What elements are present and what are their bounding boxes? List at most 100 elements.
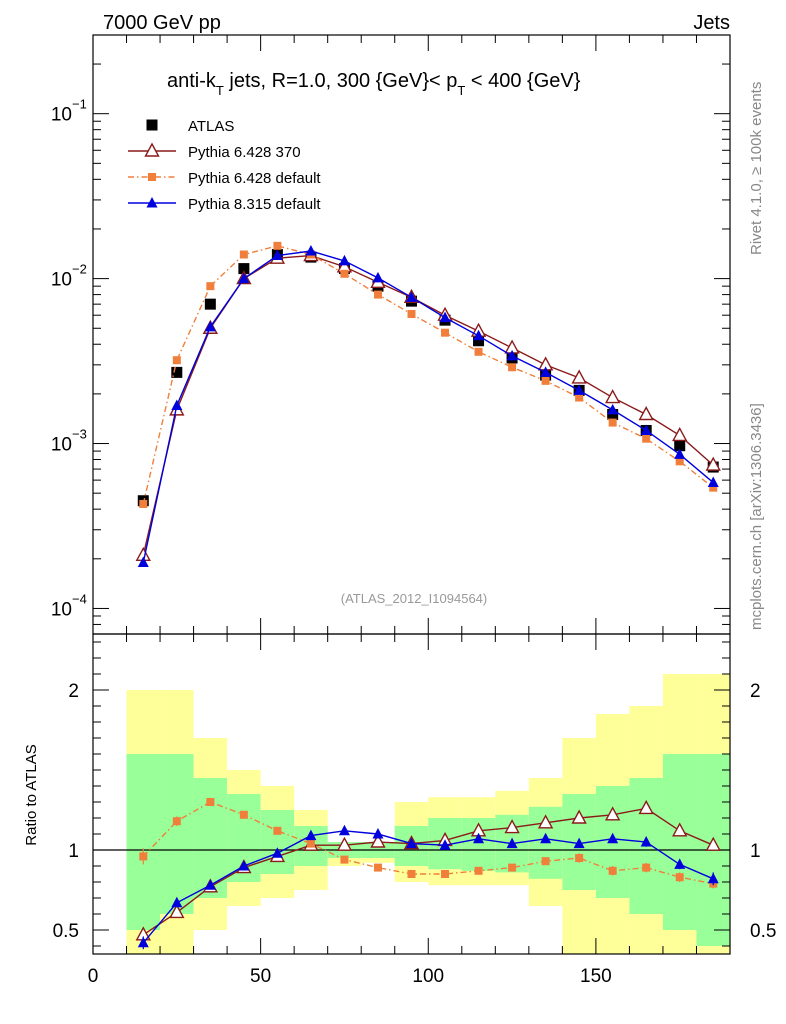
ratio-data-point (575, 854, 584, 862)
main-data-point (638, 406, 654, 421)
ratio-data-point (406, 837, 417, 849)
ratio-data-point (571, 809, 587, 824)
ratio-ytick-label-right: 2 (750, 681, 761, 702)
ratio-panel: 0.5 0.5 1 1 2 2 0 50 100 150 Ratio to ATLAS (23, 633, 776, 987)
main-data-point (640, 424, 652, 435)
ratio-data-point (441, 870, 450, 878)
main-data-point (608, 418, 617, 427)
main-data-point (607, 403, 619, 415)
main-data-point (204, 298, 216, 310)
ratio-band-inner (126, 754, 161, 930)
ratio-ytick-label-left: 1 (68, 841, 79, 862)
main-data-point (372, 271, 384, 283)
legend-label: ATLAS (188, 118, 234, 135)
ratio-data-point (139, 852, 148, 861)
main-data-point (705, 456, 721, 471)
main-data-point (540, 366, 552, 377)
ratio-data-point (407, 870, 416, 878)
legend: ATLAS Pythia 6.428 370 Pythia 6.428 defaul… (128, 118, 321, 213)
ratio-data-point (271, 847, 283, 858)
main-ytick-exponent: −2 (72, 262, 87, 277)
ratio-data-point (340, 855, 349, 864)
ratio-series-pythia-6-428-370 (135, 799, 721, 941)
main-data-point (239, 250, 248, 259)
main-data-point (707, 476, 719, 488)
main-data-point (675, 457, 684, 466)
main-ytick-exponent: −4 (72, 591, 87, 606)
ratio-series-pythia-8-315-default (137, 824, 719, 950)
ratio-data-point (171, 896, 183, 908)
main-title-part-c: < 400 {GeV} (465, 70, 580, 92)
main-series (135, 241, 721, 567)
ratio-data-point (439, 839, 451, 850)
main-data-point (171, 366, 183, 378)
main-data-point (508, 363, 517, 372)
main-data-point (506, 349, 518, 361)
main-ytick-label: 10 (51, 105, 72, 126)
main-data-point (604, 389, 621, 404)
main-panel: 10−110−210−310−4 (ATLAS_2012_I1094564) a… (51, 34, 731, 635)
main-title-sub-b: T (457, 83, 465, 98)
ratio-data-point (370, 833, 386, 848)
header-left: 7000 GeV pp (103, 12, 221, 34)
ratio-data-point (305, 829, 317, 841)
header-right: Jets (693, 12, 730, 34)
ratio-data-point (707, 872, 719, 884)
main-data-point (473, 335, 485, 347)
ratio-data-point (638, 799, 654, 815)
main-data-point (541, 376, 550, 385)
main-data-point (139, 499, 148, 508)
main-data-point (238, 272, 250, 284)
main-data-point (642, 434, 651, 443)
main-data-point (573, 384, 585, 395)
ratio-data-point (372, 828, 384, 839)
main-data-point (709, 483, 718, 492)
ratio-data-point (474, 866, 483, 875)
main-data-point (439, 311, 451, 323)
main-data-point (373, 290, 382, 299)
ratio-data-point (705, 836, 721, 851)
ratio-data-point (573, 837, 585, 849)
ratio-xtick-label: 150 (580, 966, 612, 987)
ratio-data-point (607, 832, 619, 844)
ratio-ylabel: Ratio to ATLAS (23, 744, 40, 845)
ratio-data-point (336, 836, 353, 851)
ratio-data-point (206, 798, 215, 806)
main-ytick-label: 10 (51, 270, 72, 291)
ratio-bands (93, 674, 730, 954)
ratio-series-line (142, 830, 714, 944)
main-data-point (137, 556, 149, 567)
main-data-point (171, 399, 183, 411)
main-title: anti-kT jets, R=1.0, 300 {GeV}< pT < 400… (167, 70, 581, 98)
ratio-ytick-label-left: 0.5 (53, 921, 79, 942)
main-data-point (338, 254, 350, 266)
main-data-point (204, 320, 216, 332)
main-data-point (406, 291, 417, 302)
ratio-data-point (541, 857, 550, 866)
ratio-data-point (508, 863, 517, 872)
ratio-band-inner (662, 754, 697, 930)
main-title-part-a: anti-k (167, 70, 217, 92)
ratio-data-point (674, 858, 686, 869)
main-data-point (273, 241, 282, 250)
analysis-watermark: (ATLAS_2012_I1094564) (341, 591, 487, 606)
main-data-point (407, 310, 416, 319)
ratio-band-inner (160, 754, 194, 914)
main-data-point (238, 263, 250, 275)
main-data-point (172, 356, 181, 365)
ratio-frame (92, 633, 731, 955)
main-data-point (206, 282, 215, 291)
main-data-point (340, 269, 349, 278)
main-data-point (473, 329, 485, 341)
ratio-data-point (338, 824, 350, 836)
ratio-data-point (540, 832, 552, 844)
ratio-data-point (608, 866, 617, 875)
ratio-data-point (675, 873, 684, 882)
main-data-point (441, 328, 450, 337)
mcplots-label: mcplots.cern.ch [arXiv:1306.3436] (748, 403, 765, 630)
ratio-data-point (273, 826, 282, 835)
ratio-data-point (204, 879, 216, 890)
ratio-data-point (506, 837, 518, 849)
ratio-ytick-label-right: 0.5 (750, 921, 776, 942)
